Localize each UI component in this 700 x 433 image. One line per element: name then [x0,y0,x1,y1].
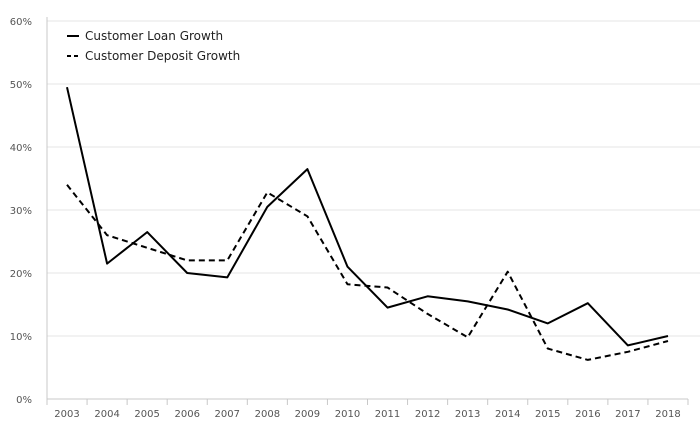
data-point [505,307,510,312]
y-tick-label: 20% [10,269,32,280]
data-point [585,301,590,306]
x-tick-label: 2004 [94,409,119,420]
x-tick-label: 2013 [455,409,480,420]
y-tick-label: 30% [10,206,32,217]
data-point [185,271,190,276]
data-point [665,339,670,344]
data-point [185,258,190,263]
data-point [585,357,590,362]
series-layer [65,85,670,362]
x-tick-label: 2003 [54,409,79,420]
axis-layer: 0% 10% 20% 30% 40% 50% 60% 2003 2004 2005 2006 2007… [10,17,689,420]
x-tick-label: 2011 [375,409,400,420]
x-tick-label: 2008 [255,409,280,420]
data-point [105,261,110,266]
data-point [265,190,270,195]
data-point [385,285,390,290]
legend-label-loan-growth: Customer Loan Growth [85,29,223,43]
data-point [465,335,470,340]
data-point [625,343,630,348]
data-point [65,85,70,90]
data-point [105,233,110,238]
data-point [145,245,150,250]
data-point [505,269,510,274]
data-point [65,182,70,187]
data-point [345,282,350,287]
y-tick-label: 0% [16,395,32,406]
legend-label-deposit-growth: Customer Deposit Growth [85,49,240,63]
data-point [625,349,630,354]
x-tick-label: 2016 [575,409,600,420]
x-tick-label: 2009 [295,409,320,420]
x-tick-label: 2017 [615,409,640,420]
x-tick-label: 2014 [495,409,520,420]
y-tick-label: 60% [10,17,32,28]
data-point [385,305,390,310]
data-point [665,334,670,339]
data-point [345,264,350,269]
y-tick-label: 10% [10,332,32,343]
grid-layer [47,20,700,337]
data-point [465,299,470,304]
data-point [545,346,550,351]
y-tick-label: 50% [10,80,32,91]
legend: Customer Loan Growth Customer Deposit Gr… [67,29,240,63]
data-point [305,167,310,172]
series-line-deposit-growth [66,184,669,361]
y-tick-label: 40% [10,143,32,154]
x-tick-label: 2015 [535,409,560,420]
data-point [225,258,230,263]
data-point [545,321,550,326]
x-tick-label: 2012 [415,409,440,420]
data-point [425,311,430,316]
x-tick-label: 2006 [174,409,199,420]
x-tick-label: 2018 [655,409,680,420]
data-point [225,275,230,280]
data-point [145,230,150,235]
data-point [265,204,270,209]
x-tick-label: 2007 [215,409,240,420]
x-tick-label: 2005 [134,409,159,420]
x-tick-label: 2010 [335,409,360,420]
data-point [425,294,430,299]
series-line-loan-growth [66,86,669,347]
data-point [305,214,310,219]
